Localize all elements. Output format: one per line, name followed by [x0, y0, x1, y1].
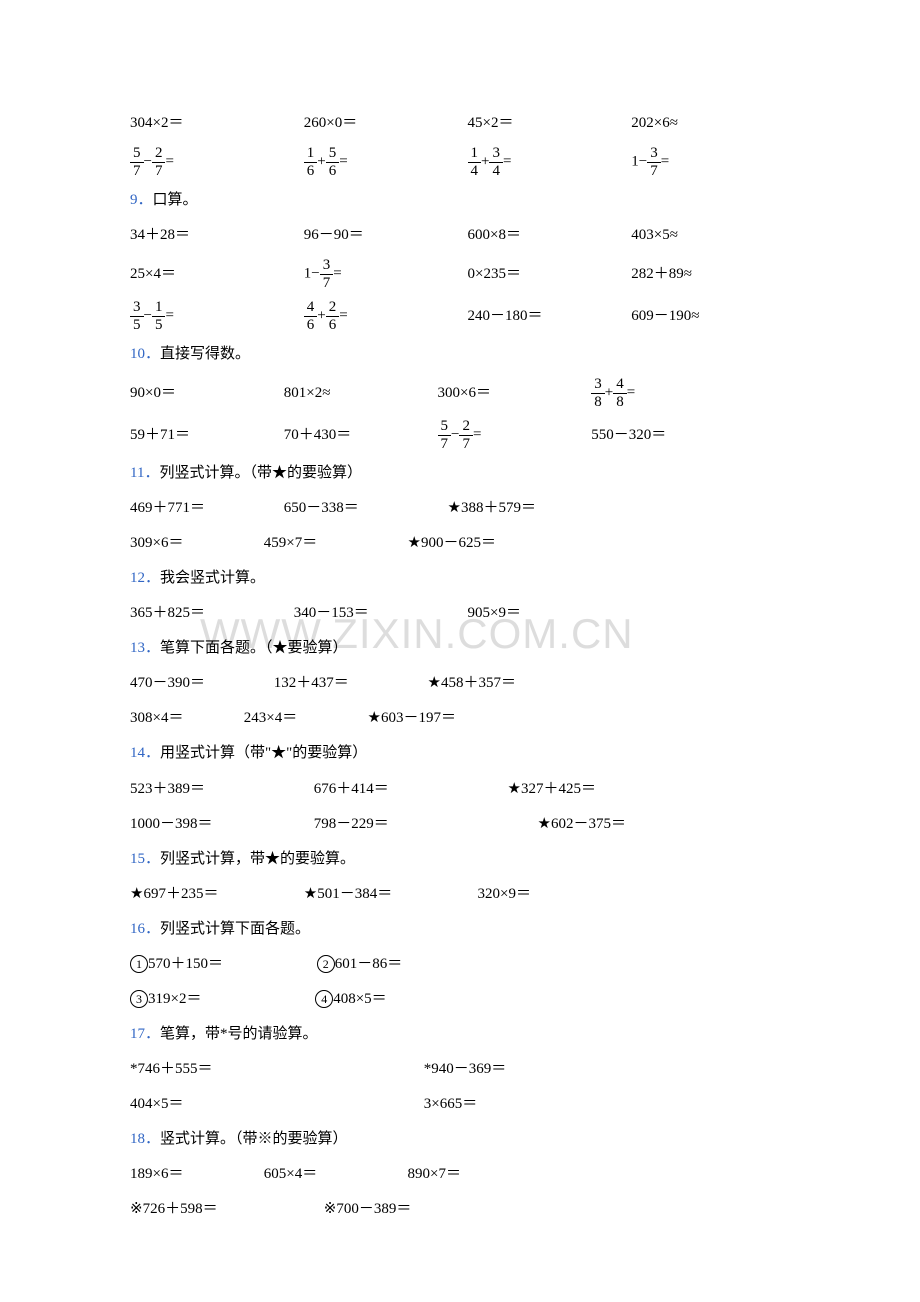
- expr: 1−37=: [631, 145, 669, 179]
- expr: 0×235＝: [468, 261, 628, 288]
- expr: 365＋825＝: [130, 600, 290, 627]
- expr: ★900－625＝: [408, 530, 496, 557]
- expr: 25×4＝: [130, 261, 300, 288]
- expr: 469＋771＝: [130, 495, 280, 522]
- expr: 59＋71＝: [130, 422, 280, 449]
- expr: 798－229＝: [314, 811, 534, 838]
- expr: 300×6＝: [438, 380, 588, 407]
- q-num: 14．: [130, 745, 160, 761]
- expr: ※726＋598＝: [130, 1196, 320, 1223]
- expr: 550－320＝: [591, 422, 666, 449]
- q-title: 我会竖式计算。: [160, 570, 265, 586]
- q-title: 竖式计算。（带※的要验算）: [160, 1131, 348, 1147]
- expr: ※700－389＝: [324, 1196, 412, 1223]
- q-num: 18．: [130, 1131, 160, 1147]
- expr: 57−27=: [438, 418, 588, 452]
- expr: 1−37=: [304, 257, 464, 291]
- expr: 309×6＝: [130, 530, 260, 557]
- expr: 132＋437＝: [274, 670, 424, 697]
- expr: 609－190≈: [631, 303, 699, 330]
- q-num: 16．: [130, 921, 160, 937]
- expr: 404×5＝: [130, 1091, 420, 1118]
- q-num: 9．: [130, 192, 153, 208]
- q-title: 口算。: [153, 192, 198, 208]
- expr: 304×2＝: [130, 110, 300, 137]
- q-num: 11．: [130, 465, 159, 481]
- expr: 459×7＝: [264, 530, 404, 557]
- expr: 600×8＝: [468, 222, 628, 249]
- expr: 470－390＝: [130, 670, 270, 697]
- expr: 38+48=: [591, 376, 635, 410]
- expr: 45×2＝: [468, 110, 628, 137]
- expr: ★603－197＝: [368, 705, 456, 732]
- expr: 202×6≈: [631, 110, 678, 137]
- expr: ★697＋235＝: [130, 881, 300, 908]
- expr: 523＋389＝: [130, 776, 310, 803]
- q-title: 笔算，带*号的请验算。: [160, 1026, 318, 1042]
- expr: 2601－86＝: [317, 951, 403, 978]
- expr: 90×0＝: [130, 380, 280, 407]
- q-title: 笔算下面各题。（★要验算）: [160, 640, 348, 656]
- expr: 3319×2＝: [130, 986, 201, 1013]
- expr: ★602－375＝: [538, 811, 626, 838]
- expr: 340－153＝: [294, 600, 464, 627]
- q-title: 直接写得数。: [160, 346, 250, 362]
- q-title: 列竖式计算下面各题。: [160, 921, 310, 937]
- q-num: 17．: [130, 1026, 160, 1042]
- content: 304×2＝ 260×0＝ 45×2＝ 202×6≈ 57−27= 16+56=…: [130, 110, 790, 1223]
- expr: 260×0＝: [304, 110, 464, 137]
- q-num: 10．: [130, 346, 160, 362]
- expr: ★327＋425＝: [508, 776, 596, 803]
- expr: 650－338＝: [284, 495, 444, 522]
- expr: ★458＋357＝: [428, 670, 516, 697]
- q-title: 列竖式计算。（带★的要验算）: [159, 465, 362, 481]
- expr: 282＋89≈: [631, 261, 692, 288]
- expr: 96－90＝: [304, 222, 464, 249]
- expr: 605×4＝: [264, 1161, 404, 1188]
- expr: 890×7＝: [408, 1161, 461, 1188]
- expr: 1570＋150＝: [130, 951, 223, 978]
- expr: 189×6＝: [130, 1161, 260, 1188]
- expr: 70＋430＝: [284, 422, 434, 449]
- expr: *940－369＝: [424, 1056, 507, 1083]
- expr: ★501－384＝: [304, 881, 474, 908]
- q-num: 12．: [130, 570, 160, 586]
- q-title: 用竖式计算（带"★"的要验算）: [160, 745, 367, 761]
- expr: 57−27=: [130, 145, 300, 179]
- expr: 308×4＝: [130, 705, 240, 732]
- q-num: 15．: [130, 851, 160, 867]
- expr: 240－180＝: [468, 303, 628, 330]
- expr: 46+26=: [304, 299, 464, 333]
- expr: 243×4＝: [244, 705, 364, 732]
- expr: 320×9＝: [478, 881, 531, 908]
- q-num: 13．: [130, 640, 160, 656]
- expr: 34＋28＝: [130, 222, 300, 249]
- expr: 905×9＝: [468, 600, 521, 627]
- expr: 403×5≈: [631, 222, 678, 249]
- expr: 676＋414＝: [314, 776, 504, 803]
- expr: *746＋555＝: [130, 1056, 420, 1083]
- expr: ★388＋579＝: [448, 495, 536, 522]
- expr: 14+34=: [468, 145, 628, 179]
- expr: 35−15=: [130, 299, 300, 333]
- expr: 16+56=: [304, 145, 464, 179]
- expr: 1000－398＝: [130, 811, 310, 838]
- expr: 3×665＝: [424, 1091, 477, 1118]
- q-title: 列竖式计算，带★的要验算。: [160, 851, 355, 867]
- expr: 4408×5＝: [315, 986, 386, 1013]
- expr: 801×2≈: [284, 380, 434, 407]
